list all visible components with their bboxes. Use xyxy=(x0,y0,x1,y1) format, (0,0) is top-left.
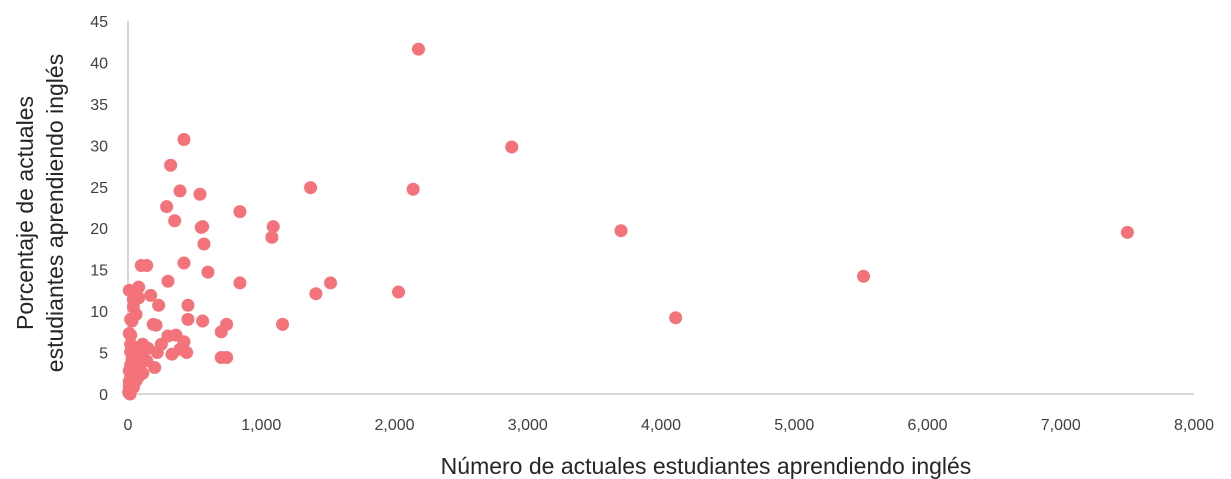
data-point xyxy=(168,214,182,228)
x-tick-label: 3,000 xyxy=(508,417,548,434)
y-tick-label: 10 xyxy=(90,304,108,321)
data-point xyxy=(177,133,191,147)
x-tick-label: 1,000 xyxy=(241,417,281,434)
data-point xyxy=(164,158,178,172)
data-point xyxy=(276,317,290,331)
y-tick-label: 0 xyxy=(99,387,108,404)
x-tick-label: 4,000 xyxy=(641,417,681,434)
data-point xyxy=(149,318,163,332)
y-tick-labels: 0 5 10 15 20 25 30 35 40 45 xyxy=(90,14,108,404)
y-tick-label: 15 xyxy=(90,263,108,280)
data-point xyxy=(173,184,187,198)
y-axis-title: Porcentaje de actuales estudiantes apren… xyxy=(12,54,68,372)
data-point xyxy=(309,287,323,301)
x-axis-title: Número de actuales estudiantes aprendien… xyxy=(441,453,972,479)
data-point xyxy=(125,314,139,328)
data-points xyxy=(122,42,1134,401)
data-point xyxy=(265,230,279,244)
data-point xyxy=(266,220,280,234)
data-point xyxy=(181,312,195,326)
data-point xyxy=(150,346,164,360)
data-point xyxy=(161,274,175,288)
x-tick-label: 0 xyxy=(124,417,133,434)
data-point xyxy=(196,314,210,328)
data-point xyxy=(160,200,174,214)
x-tick-label: 6,000 xyxy=(907,417,947,434)
y-axis-title-line-2: estudiantes aprendiendo inglés xyxy=(42,54,68,372)
data-point xyxy=(505,140,519,154)
data-point xyxy=(140,259,154,273)
data-point xyxy=(193,187,207,201)
data-point xyxy=(406,182,420,196)
data-point xyxy=(214,325,228,339)
data-point xyxy=(123,387,137,401)
data-point xyxy=(148,360,162,374)
x-tick-label: 7,000 xyxy=(1041,417,1081,434)
data-point xyxy=(233,276,247,290)
data-point xyxy=(181,298,195,312)
data-point xyxy=(201,265,215,279)
data-point xyxy=(669,311,683,325)
data-point xyxy=(144,288,158,302)
data-point xyxy=(411,42,425,56)
data-point xyxy=(177,256,191,270)
x-tick-label: 2,000 xyxy=(374,417,414,434)
data-point xyxy=(196,220,210,234)
data-point xyxy=(197,237,211,251)
y-tick-label: 30 xyxy=(90,138,108,155)
y-tick-label: 20 xyxy=(90,221,108,238)
data-point xyxy=(152,298,166,312)
data-point xyxy=(180,346,194,360)
y-axis-title-line-1: Porcentaje de actuales xyxy=(12,96,38,330)
x-tick-label: 8,000 xyxy=(1174,417,1214,434)
x-tick-labels: 0 1,000 2,000 3,000 4,000 5,000 6,000 7,000 8,00… xyxy=(124,417,1215,434)
y-tick-label: 5 xyxy=(99,346,108,363)
data-point xyxy=(614,224,628,238)
x-tick-label: 5,000 xyxy=(774,417,814,434)
data-point xyxy=(1120,225,1134,239)
data-point xyxy=(304,181,318,195)
data-point xyxy=(132,280,146,294)
y-tick-label: 35 xyxy=(90,97,108,114)
data-point xyxy=(391,285,405,299)
data-point xyxy=(324,276,338,290)
y-tick-label: 45 xyxy=(90,14,108,31)
data-point xyxy=(124,328,138,342)
y-tick-label: 25 xyxy=(90,180,108,197)
y-tick-label: 40 xyxy=(90,55,108,72)
data-point xyxy=(165,347,179,361)
data-point xyxy=(233,205,247,219)
data-point xyxy=(857,269,871,283)
data-point xyxy=(220,351,234,365)
